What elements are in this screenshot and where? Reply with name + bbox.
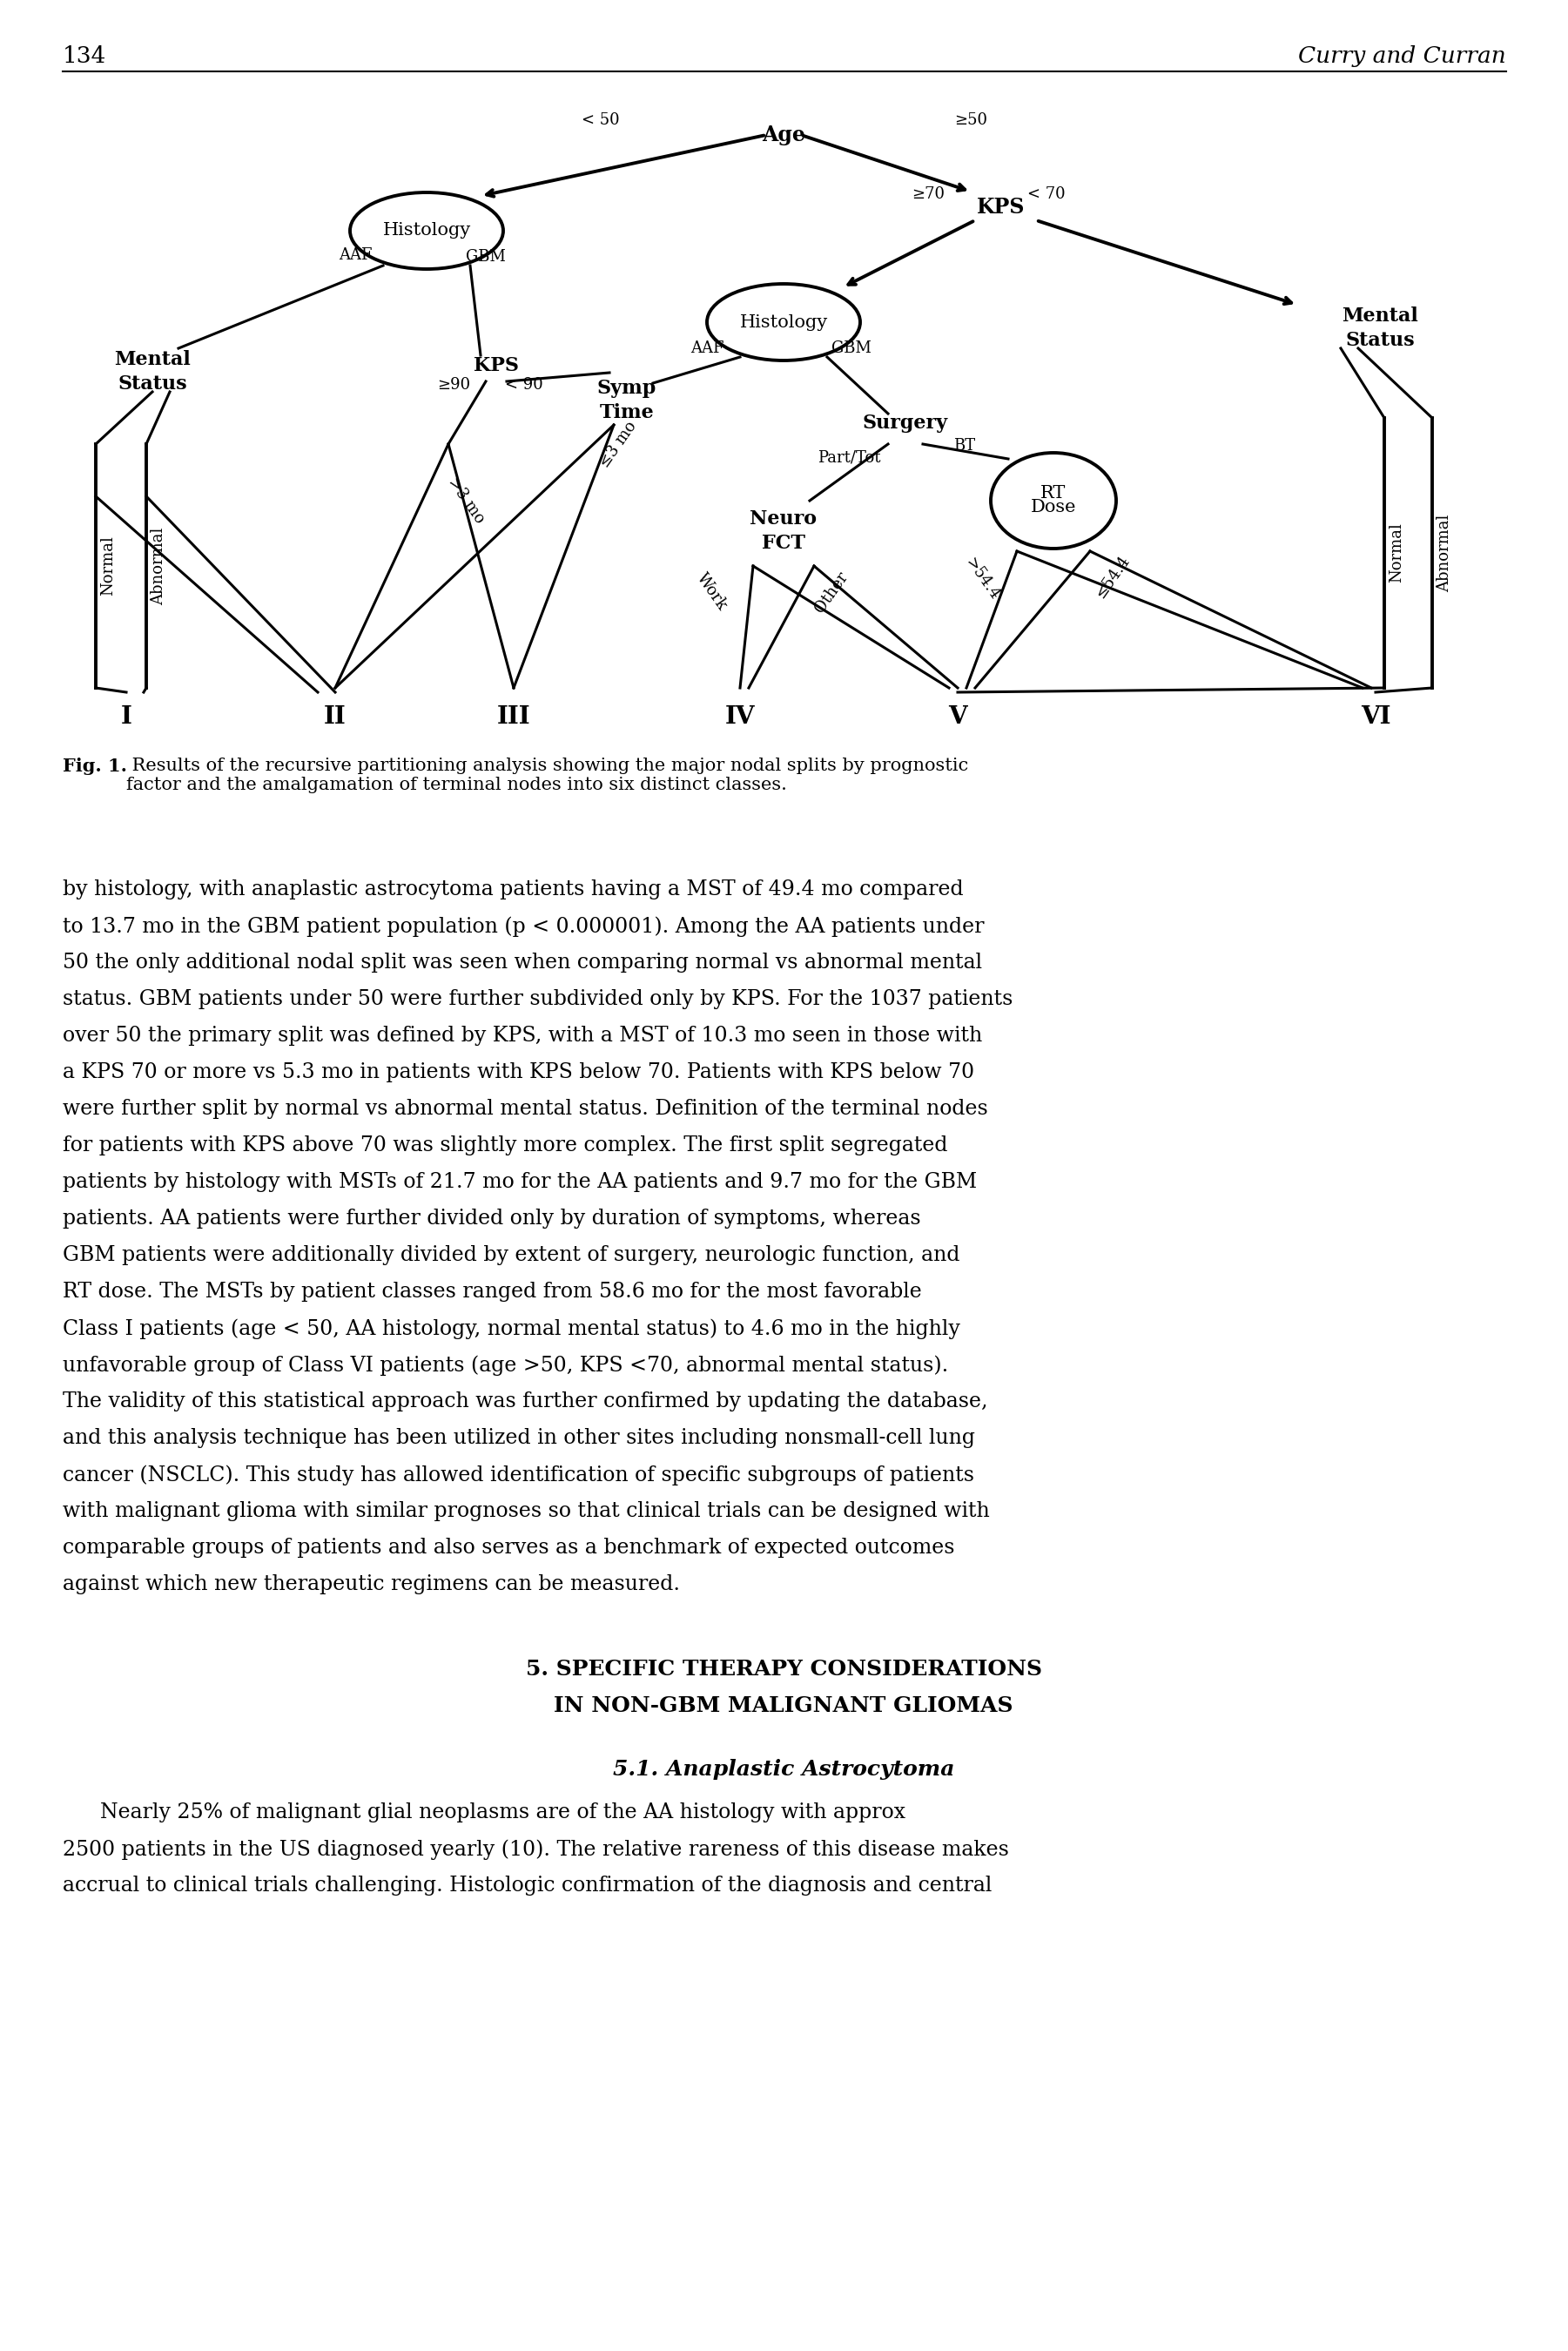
- Text: Histology: Histology: [383, 223, 470, 240]
- Text: BT: BT: [953, 437, 975, 454]
- Text: status. GBM patients under 50 were further subdivided only by KPS. For the 1037 : status. GBM patients under 50 were furth…: [63, 990, 1013, 1009]
- Text: Status: Status: [118, 374, 187, 393]
- Text: IV: IV: [724, 705, 756, 729]
- Text: 5. SPECIFIC THERAPY CONSIDERATIONS: 5. SPECIFIC THERAPY CONSIDERATIONS: [525, 1660, 1041, 1679]
- Text: Results of the recursive partitioning analysis showing the major nodal splits by: Results of the recursive partitioning an…: [127, 757, 969, 792]
- Text: FCT: FCT: [762, 534, 806, 552]
- Text: VI: VI: [1361, 705, 1391, 729]
- Text: Part/Tot: Part/Tot: [817, 449, 880, 465]
- Text: Abnormal: Abnormal: [151, 527, 166, 604]
- Text: Histology: Histology: [740, 315, 828, 331]
- Text: RT dose. The MSTs by patient classes ranged from 58.6 mo for the most favorable: RT dose. The MSTs by patient classes ran…: [63, 1281, 922, 1302]
- Text: 2500 patients in the US diagnosed yearly (10). The relative rareness of this dis: 2500 patients in the US diagnosed yearly…: [63, 1838, 1008, 1860]
- Text: III: III: [497, 705, 530, 729]
- Text: RT: RT: [1041, 484, 1066, 503]
- Text: were further split by normal vs abnormal mental status. Definition of the termin: were further split by normal vs abnormal…: [63, 1098, 988, 1119]
- Text: Class I patients (age < 50, AA histology, normal mental status) to 4.6 mo in the: Class I patients (age < 50, AA histology…: [63, 1319, 960, 1338]
- Text: comparable groups of patients and also serves as a benchmark of expected outcome: comparable groups of patients and also s…: [63, 1538, 955, 1559]
- Text: AAF: AAF: [690, 341, 724, 355]
- Text: for patients with KPS above 70 was slightly more complex. The first split segreg: for patients with KPS above 70 was sligh…: [63, 1136, 947, 1154]
- Text: Time: Time: [599, 402, 654, 423]
- Text: Mental: Mental: [1342, 306, 1417, 327]
- Text: GBM: GBM: [466, 249, 506, 266]
- Text: 50 the only additional nodal split was seen when comparing normal vs abnormal me: 50 the only additional nodal split was s…: [63, 952, 982, 973]
- Text: against which new therapeutic regimens can be measured.: against which new therapeutic regimens c…: [63, 1575, 681, 1594]
- Text: and this analysis technique has been utilized in other sites including nonsmall-: and this analysis technique has been uti…: [63, 1427, 975, 1448]
- Text: < 70: < 70: [1027, 186, 1065, 202]
- Text: to 13.7 mo in the GBM patient population (p < 0.000001). Among the AA patients u: to 13.7 mo in the GBM patient population…: [63, 917, 985, 936]
- Text: by histology, with anaplastic astrocytoma patients having a MST of 49.4 mo compa: by histology, with anaplastic astrocytom…: [63, 879, 963, 900]
- Text: ≥90: ≥90: [437, 376, 470, 393]
- Text: Surgery: Surgery: [862, 414, 949, 433]
- Text: AAF: AAF: [339, 247, 372, 263]
- Text: ≥50: ≥50: [955, 113, 988, 127]
- Text: Normal: Normal: [1389, 522, 1405, 583]
- Text: cancer (NSCLC). This study has allowed identification of specific subgroups of p: cancer (NSCLC). This study has allowed i…: [63, 1465, 974, 1486]
- Text: The validity of this statistical approach was further confirmed by updating the : The validity of this statistical approac…: [63, 1392, 988, 1411]
- Text: II: II: [325, 705, 347, 729]
- Text: Mental: Mental: [114, 350, 191, 369]
- Text: I: I: [121, 705, 132, 729]
- Text: with malignant glioma with similar prognoses so that clinical trials can be desi: with malignant glioma with similar progn…: [63, 1502, 989, 1521]
- Text: >54.4: >54.4: [961, 555, 1002, 604]
- Text: Abnormal: Abnormal: [1436, 515, 1452, 592]
- Text: over 50 the primary split was defined by KPS, with a MST of 10.3 mo seen in thos: over 50 the primary split was defined by…: [63, 1025, 982, 1046]
- Text: < 50: < 50: [582, 113, 619, 127]
- Text: patients by histology with MSTs of 21.7 mo for the AA patients and 9.7 mo for th: patients by histology with MSTs of 21.7 …: [63, 1173, 977, 1192]
- Text: V: V: [949, 705, 967, 729]
- Text: Symp: Symp: [597, 379, 657, 397]
- Text: >3 mo: >3 mo: [444, 475, 488, 527]
- Text: GBM: GBM: [831, 341, 872, 355]
- Text: accrual to clinical trials challenging. Histologic confirmation of the diagnosis: accrual to clinical trials challenging. …: [63, 1876, 993, 1895]
- Text: patients. AA patients were further divided only by duration of symptoms, whereas: patients. AA patients were further divid…: [63, 1208, 920, 1230]
- Text: < 90: < 90: [505, 376, 543, 393]
- Text: 5.1. Anaplastic Astrocytoma: 5.1. Anaplastic Astrocytoma: [613, 1759, 955, 1780]
- Text: 134: 134: [63, 45, 107, 68]
- Text: KPS: KPS: [977, 197, 1025, 219]
- Text: Dose: Dose: [1030, 498, 1076, 515]
- Text: unfavorable group of Class VI patients (age >50, KPS <70, abnormal mental status: unfavorable group of Class VI patients (…: [63, 1354, 949, 1375]
- Text: Other: Other: [812, 569, 851, 616]
- Text: ≥70: ≥70: [911, 186, 944, 202]
- Text: Normal: Normal: [100, 536, 116, 595]
- Text: Neuro: Neuro: [750, 510, 817, 529]
- Text: Age: Age: [762, 125, 806, 146]
- Text: a KPS 70 or more vs 5.3 mo in patients with KPS below 70. Patients with KPS belo: a KPS 70 or more vs 5.3 mo in patients w…: [63, 1063, 974, 1081]
- Text: Fig. 1.: Fig. 1.: [63, 757, 127, 776]
- Text: Status: Status: [1345, 331, 1414, 350]
- Text: Nearly 25% of malignant glial neoplasms are of the AA histology with approx: Nearly 25% of malignant glial neoplasms …: [100, 1803, 905, 1822]
- Text: ≤54.4: ≤54.4: [1093, 552, 1132, 602]
- Text: ≤3 mo: ≤3 mo: [597, 418, 640, 470]
- Text: KPS: KPS: [474, 355, 519, 376]
- Text: GBM patients were additionally divided by extent of surgery, neurologic function: GBM patients were additionally divided b…: [63, 1246, 960, 1265]
- Text: Work: Work: [695, 571, 731, 614]
- Text: Curry and Curran: Curry and Curran: [1298, 45, 1507, 68]
- Text: IN NON-GBM MALIGNANT GLIOMAS: IN NON-GBM MALIGNANT GLIOMAS: [554, 1695, 1013, 1716]
